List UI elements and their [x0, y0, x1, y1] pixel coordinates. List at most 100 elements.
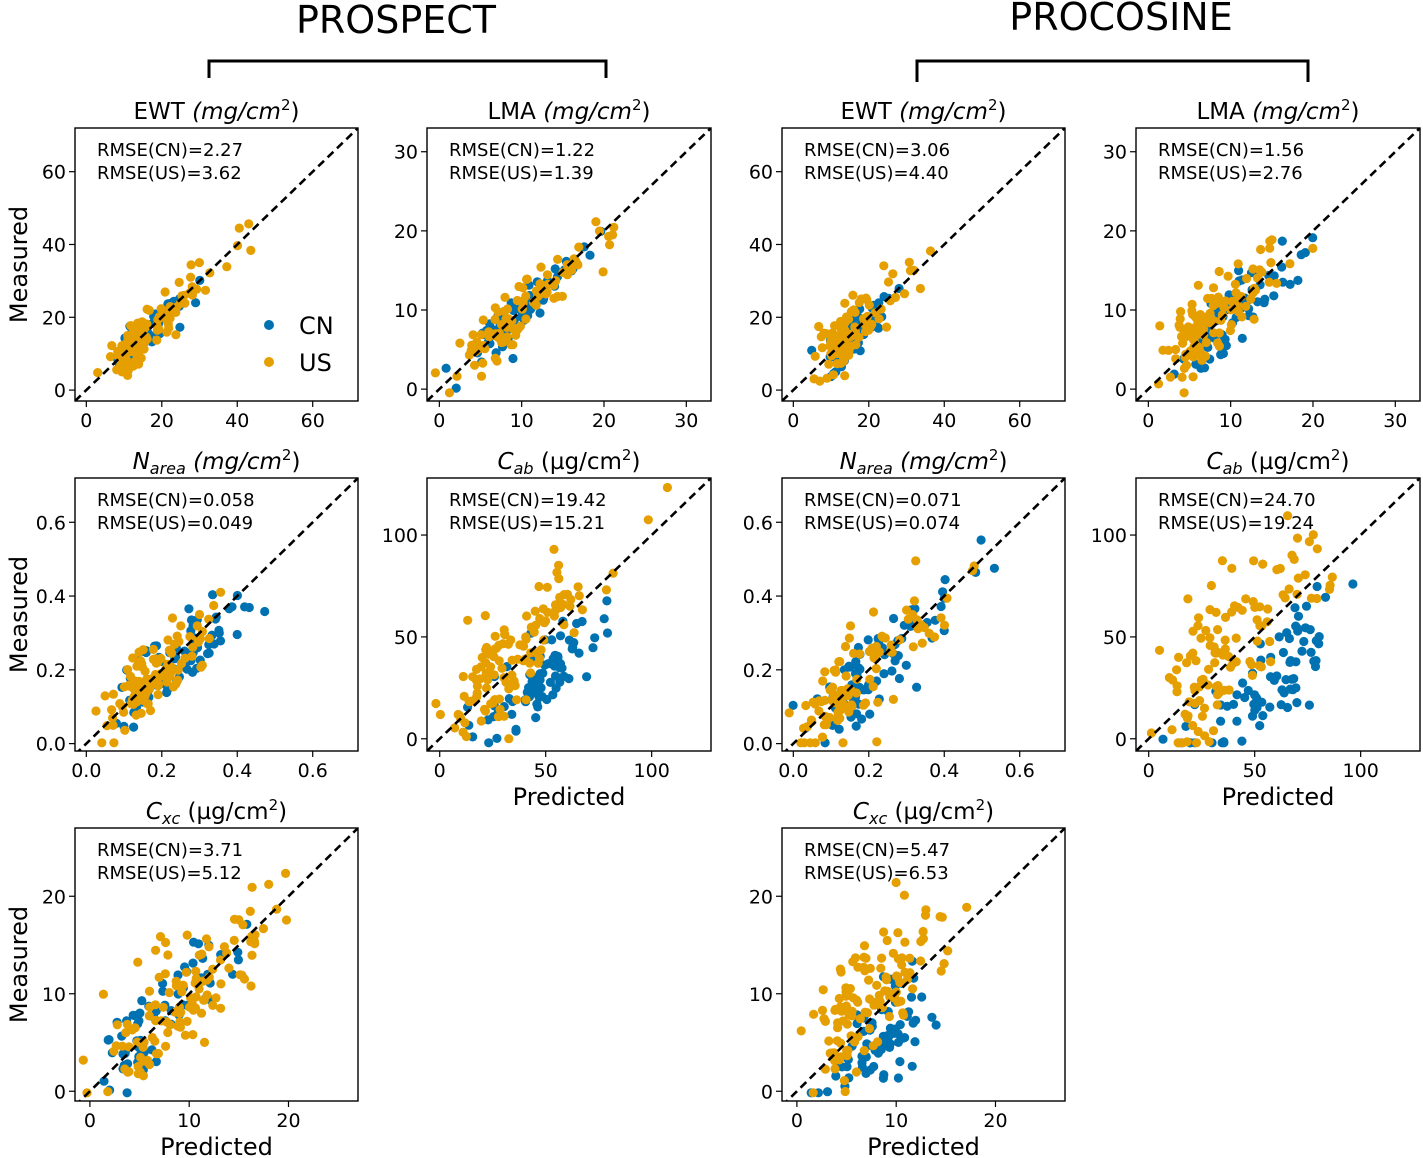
point-cn [568, 642, 578, 652]
point-us [556, 602, 566, 613]
point-us [176, 1007, 186, 1018]
x-tick-label: 0.2 [147, 760, 177, 782]
point-us [513, 324, 523, 334]
point-us [801, 700, 811, 711]
point-us [1265, 243, 1275, 253]
point-us [557, 291, 568, 301]
identity-line [75, 128, 358, 401]
point-us [246, 981, 256, 991]
identity-line [1136, 128, 1420, 401]
point-cn [1264, 270, 1274, 281]
point-us [188, 642, 198, 652]
point-cn [208, 590, 218, 600]
point-us [163, 1027, 173, 1038]
point-us [107, 341, 117, 351]
rmse-cn-label: RMSE(CN)=5.47 [804, 840, 950, 861]
point-us [1210, 648, 1220, 658]
point-us [1180, 709, 1190, 719]
point-us [845, 621, 856, 631]
point-us [126, 699, 136, 709]
point-us [216, 1003, 226, 1013]
point-cn [1293, 275, 1303, 285]
point-us [234, 223, 244, 233]
point-us [1248, 597, 1258, 607]
point-us [1188, 626, 1198, 636]
point-us [247, 882, 257, 892]
y-axis-label: Measured [5, 906, 33, 1023]
point-cn [1300, 623, 1311, 633]
point-us [150, 1036, 160, 1046]
x-tick-label: 10 [1219, 410, 1243, 432]
point-us [1308, 243, 1318, 253]
point-us [109, 738, 119, 748]
point-us [1176, 307, 1186, 317]
point-us [898, 1008, 908, 1018]
point-us [123, 1067, 133, 1077]
point-cn [1265, 702, 1275, 712]
point-us [1266, 657, 1276, 667]
point-us [250, 939, 260, 949]
point-us [194, 609, 205, 620]
point-cn [887, 666, 897, 676]
point-us [122, 1019, 132, 1029]
point-us [604, 231, 614, 241]
point-us [549, 611, 560, 621]
point-us [1194, 682, 1204, 692]
point-cn [129, 722, 139, 732]
point-us [1231, 633, 1241, 643]
point-us [569, 628, 579, 638]
point-us [529, 627, 539, 637]
point-us [163, 635, 173, 645]
point-us [920, 910, 931, 920]
point-us [911, 556, 921, 566]
panel-title: Narea (mg/cm2) [840, 446, 1008, 478]
y-tick-label: 30 [394, 142, 418, 164]
point-us [840, 1086, 850, 1097]
point-us [494, 694, 504, 704]
x-tick-label: 40 [932, 410, 956, 432]
point-us [490, 303, 500, 313]
point-us [1212, 700, 1222, 710]
point-cn [1320, 592, 1331, 602]
y-tick-label: 0 [406, 379, 418, 401]
point-us [162, 315, 172, 325]
point-us [909, 596, 920, 606]
point-us [493, 712, 503, 722]
point-us [521, 632, 531, 642]
point-cn [906, 992, 917, 1002]
point-us [171, 679, 181, 689]
point-us [893, 997, 903, 1007]
point-us [842, 1019, 852, 1029]
point-cn [936, 601, 946, 612]
point-us [918, 926, 928, 937]
point-us [1214, 341, 1224, 351]
y-tick-label: 20 [42, 307, 66, 329]
point-us [662, 482, 673, 493]
point-us [835, 333, 845, 343]
point-us [962, 902, 972, 912]
point-us [430, 368, 440, 378]
point-us [917, 638, 927, 648]
point-us [1210, 658, 1220, 668]
point-us [435, 709, 445, 720]
point-cn [822, 1087, 833, 1097]
point-cn [1232, 716, 1242, 726]
point-us [125, 681, 135, 692]
point-us [170, 639, 180, 650]
point-us [573, 260, 583, 270]
panel-title: EWT (mg/cm2) [134, 96, 300, 125]
point-us [1183, 594, 1193, 604]
point-us [1188, 720, 1198, 731]
point-us [531, 300, 541, 310]
point-us [93, 368, 103, 378]
point-us [817, 1005, 828, 1016]
point-us [162, 677, 172, 687]
point-us [182, 930, 192, 940]
point-us [444, 388, 455, 398]
point-us [1165, 372, 1175, 382]
x-tick-label: 10 [510, 410, 534, 432]
point-us [526, 668, 536, 678]
points-group [91, 587, 270, 748]
point-us [860, 966, 870, 976]
point-cn [940, 575, 950, 585]
